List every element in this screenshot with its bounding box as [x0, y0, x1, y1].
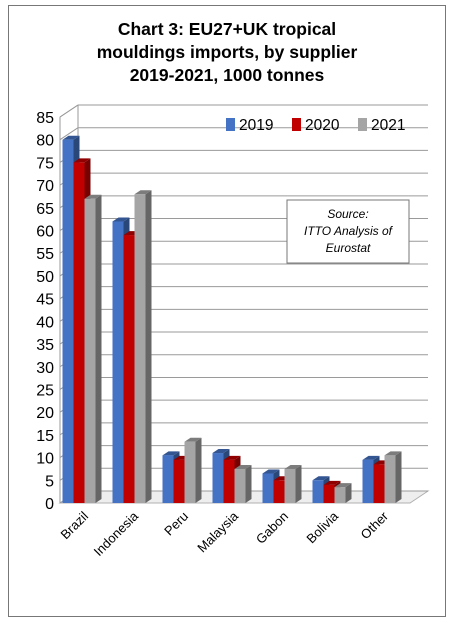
gridline-side: [59, 127, 79, 141]
x-tick-label: Gabon: [253, 509, 291, 547]
y-tick-label: 20: [36, 405, 54, 422]
source-note-box: [286, 199, 410, 264]
legend-swatch: [358, 118, 367, 131]
bar: [284, 464, 302, 503]
bar-top: [384, 451, 402, 456]
bar-top: [84, 194, 102, 199]
bar-side: [245, 464, 252, 503]
bar-front: [384, 455, 396, 503]
bar-front: [362, 459, 374, 503]
gridline-side: [59, 104, 79, 118]
bar: [234, 464, 252, 503]
bar-side: [345, 483, 352, 503]
y-tick-label: 40: [36, 314, 54, 331]
x-tick-label: Other: [358, 508, 392, 542]
bar-front: [212, 453, 224, 503]
bar: [334, 483, 352, 503]
y-tick-label: 0: [45, 496, 54, 513]
bar-top: [162, 451, 180, 456]
bar-front: [112, 221, 124, 503]
bar-front: [312, 480, 324, 503]
bar-front: [284, 468, 296, 503]
bar-top: [284, 464, 302, 469]
y-tick-label: 70: [36, 178, 54, 195]
source-note-line: Eurostat: [326, 241, 371, 255]
bar-front: [262, 473, 274, 503]
bar-top: [62, 135, 80, 140]
y-tick-label: 65: [36, 201, 54, 218]
y-tick-label: 15: [36, 428, 54, 445]
bar-front: [62, 139, 74, 504]
bar-top: [134, 190, 152, 195]
y-tick-label: 5: [45, 473, 54, 490]
bar-front: [334, 487, 346, 503]
bar-side: [195, 437, 202, 503]
y-tick-label: 50: [36, 269, 54, 286]
x-tick-label: Malaysia: [194, 508, 241, 555]
source-note-line: Source:: [327, 207, 368, 221]
x-tick-label: Peru: [161, 509, 191, 539]
y-tick-label: 80: [36, 133, 54, 150]
bar-front: [273, 480, 285, 503]
chart-title-line-3: 2019-2021, 1000 tonnes: [129, 65, 325, 85]
bar-top: [212, 449, 230, 454]
bar-top: [323, 480, 341, 485]
bar-top: [262, 469, 280, 474]
bar: [184, 437, 202, 503]
x-tick-label: Brazil: [58, 508, 92, 542]
bar-top: [112, 217, 130, 222]
bar-side: [145, 190, 152, 503]
bar-top: [73, 158, 91, 163]
y-tick-label: 10: [36, 451, 54, 468]
bar-front: [123, 235, 135, 503]
bar-top: [184, 437, 202, 442]
bar-side: [395, 451, 402, 503]
y-tick-label: 75: [36, 155, 54, 172]
y-tick-label: 45: [36, 292, 54, 309]
bar-front: [134, 194, 146, 503]
bar-top: [362, 455, 380, 460]
bar-top: [334, 483, 352, 488]
bar-front: [323, 484, 335, 503]
bar-top: [312, 476, 330, 481]
source-note-line: ITTO Analysis of: [304, 224, 394, 238]
bar-front: [373, 464, 385, 503]
chart-title: Chart 3: EU27+UK tropical mouldings impo…: [0, 18, 454, 87]
bar-front: [162, 455, 174, 503]
x-tick-label: Bolivia: [303, 508, 341, 546]
bar-side: [295, 464, 302, 503]
bar-top: [234, 464, 252, 469]
bar: [384, 451, 402, 503]
y-tick-label: 30: [36, 360, 54, 377]
x-tick-label: Indonesia: [91, 508, 142, 559]
y-tick-label: 85: [36, 110, 54, 127]
chart-title-line-2: mouldings imports, by supplier: [96, 42, 358, 62]
legend-label: 2020: [305, 117, 340, 134]
y-tick-label: 55: [36, 246, 54, 263]
chart-title-line-1: Chart 3: EU27+UK tropical: [117, 19, 337, 39]
bar-side: [95, 194, 102, 503]
bar-front: [223, 459, 235, 503]
bar-top: [223, 455, 241, 460]
legend-swatch: [226, 118, 235, 131]
bar-front: [73, 162, 85, 504]
bar: [134, 190, 152, 503]
legend-label: 2021: [371, 117, 405, 134]
bar-front: [173, 459, 185, 503]
bar: [84, 194, 102, 503]
y-tick-label: 25: [36, 382, 54, 399]
bar-front: [84, 198, 96, 503]
bar-front: [234, 468, 246, 503]
bar-front: [184, 441, 196, 503]
y-tick-label: 60: [36, 224, 54, 241]
y-tick-label: 35: [36, 337, 54, 354]
legend-swatch: [292, 118, 301, 131]
legend-label: 2019: [239, 117, 273, 134]
